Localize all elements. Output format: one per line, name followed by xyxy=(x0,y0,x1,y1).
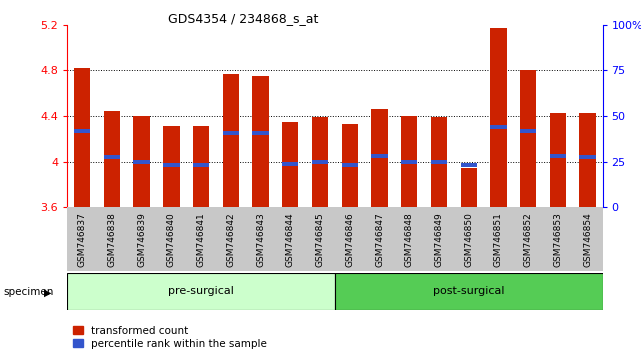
Text: GSM746839: GSM746839 xyxy=(137,212,146,267)
Text: GSM746849: GSM746849 xyxy=(435,212,444,267)
Bar xyxy=(253,76,269,207)
Text: GSM746842: GSM746842 xyxy=(226,212,235,267)
Bar xyxy=(579,155,596,159)
Bar xyxy=(282,162,299,166)
Bar xyxy=(312,117,328,207)
Bar xyxy=(312,160,328,164)
Text: GSM746847: GSM746847 xyxy=(375,212,384,267)
Bar xyxy=(342,163,358,167)
Bar xyxy=(163,126,179,207)
Text: GSM746840: GSM746840 xyxy=(167,212,176,267)
Bar xyxy=(371,109,388,207)
Bar xyxy=(335,273,603,310)
Bar xyxy=(579,113,596,207)
Bar xyxy=(193,126,210,207)
Bar xyxy=(133,160,150,164)
Bar xyxy=(460,163,477,167)
Bar xyxy=(520,70,537,207)
Text: GSM746853: GSM746853 xyxy=(553,212,562,267)
Text: ▶: ▶ xyxy=(44,288,51,298)
Text: GSM746838: GSM746838 xyxy=(108,212,117,267)
Bar xyxy=(520,129,537,133)
Bar xyxy=(401,160,417,164)
Bar xyxy=(67,273,335,310)
Text: GSM746841: GSM746841 xyxy=(197,212,206,267)
Bar xyxy=(222,74,239,207)
Text: post-surgical: post-surgical xyxy=(433,286,504,296)
Bar xyxy=(104,112,120,207)
Bar xyxy=(282,122,299,207)
Text: GSM746850: GSM746850 xyxy=(464,212,473,267)
Text: GSM746848: GSM746848 xyxy=(404,212,413,267)
Bar xyxy=(460,169,477,207)
Text: GSM746851: GSM746851 xyxy=(494,212,503,267)
Bar xyxy=(550,154,566,158)
Text: pre-surgical: pre-surgical xyxy=(168,286,234,296)
Text: specimen: specimen xyxy=(3,287,54,297)
Bar xyxy=(163,163,179,167)
Bar xyxy=(490,28,506,207)
Text: GSM746837: GSM746837 xyxy=(78,212,87,267)
Bar xyxy=(74,68,90,207)
Bar xyxy=(193,163,210,167)
Bar xyxy=(371,154,388,158)
Bar xyxy=(253,131,269,135)
Text: GSM746854: GSM746854 xyxy=(583,212,592,267)
Text: GDS4354 / 234868_s_at: GDS4354 / 234868_s_at xyxy=(169,12,319,25)
Bar xyxy=(342,124,358,207)
Bar xyxy=(104,155,120,159)
Text: GSM746852: GSM746852 xyxy=(524,212,533,267)
Bar xyxy=(133,116,150,207)
Legend: transformed count, percentile rank within the sample: transformed count, percentile rank withi… xyxy=(72,326,267,349)
Bar xyxy=(222,131,239,135)
Text: GSM746844: GSM746844 xyxy=(286,212,295,267)
Bar xyxy=(431,117,447,207)
Bar xyxy=(401,116,417,207)
Bar xyxy=(550,113,566,207)
Bar xyxy=(74,129,90,133)
Text: GSM746843: GSM746843 xyxy=(256,212,265,267)
Bar xyxy=(431,160,447,164)
Text: GSM746846: GSM746846 xyxy=(345,212,354,267)
Bar xyxy=(490,125,506,129)
Text: GSM746845: GSM746845 xyxy=(315,212,324,267)
